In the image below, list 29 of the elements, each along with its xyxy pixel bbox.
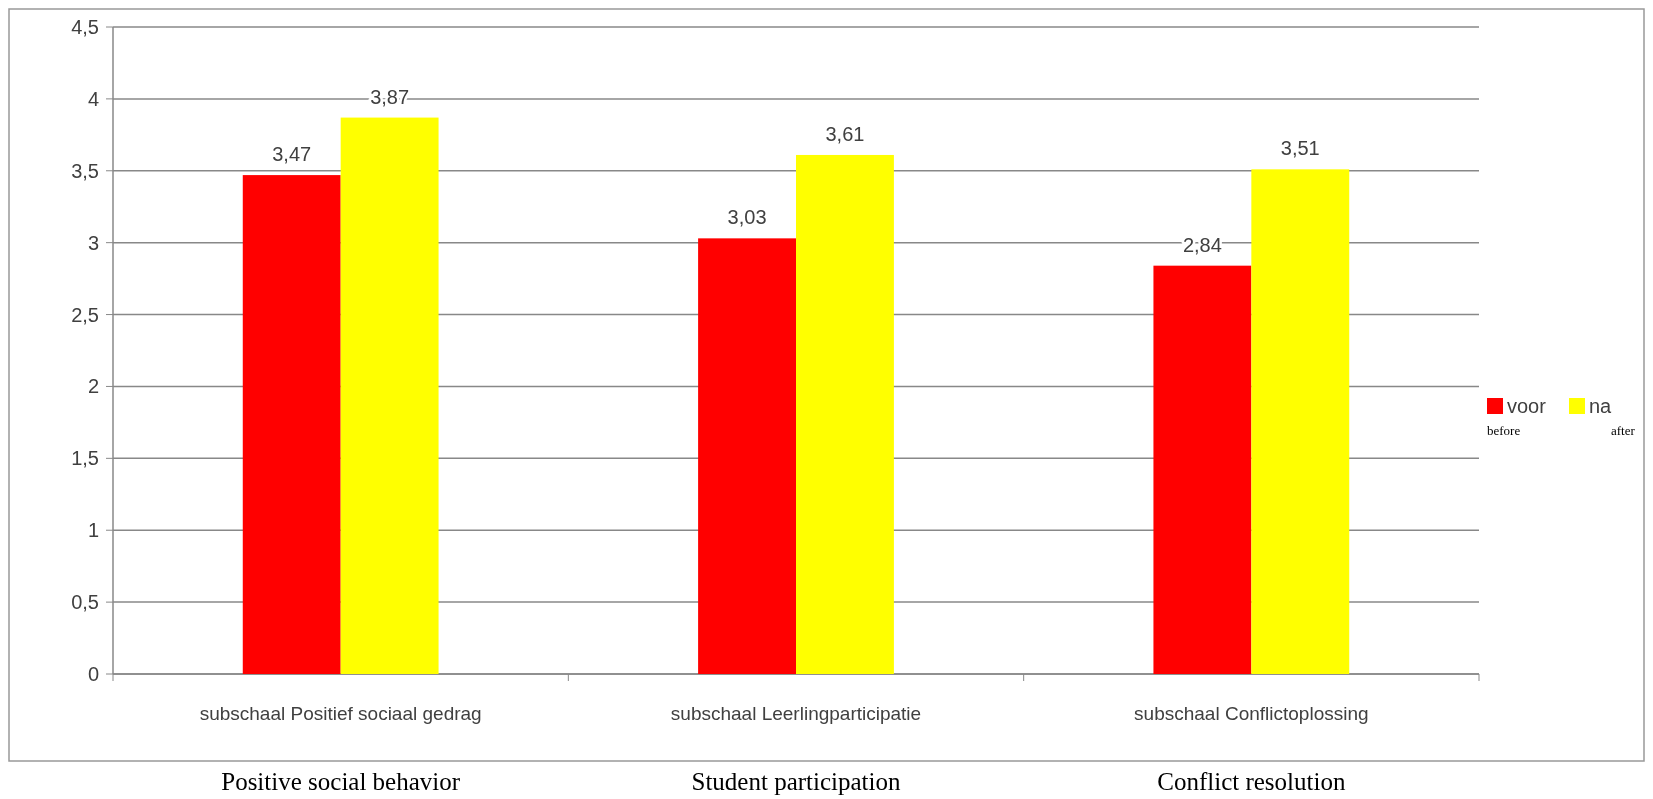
data-label: 3,47 bbox=[272, 143, 312, 166]
bar bbox=[796, 154, 894, 674]
legend-label: na after bbox=[1589, 395, 1636, 438]
data-label: 3,51 bbox=[1280, 137, 1320, 160]
y-tick-label: 0,5 bbox=[71, 591, 99, 614]
y-tick-label: 3 bbox=[87, 231, 99, 254]
bar bbox=[1251, 169, 1350, 674]
x-tick-label: subschaal Leerlingparticipatie bbox=[670, 703, 922, 724]
y-tick-label: 2 bbox=[87, 375, 99, 398]
data-label: 3,87 bbox=[370, 85, 410, 108]
y-tick-label: 0 bbox=[87, 663, 99, 685]
text: Positive social behavior bbox=[221, 768, 461, 795]
bar bbox=[242, 175, 341, 674]
legend-label: voor before bbox=[1487, 395, 1547, 438]
data-label: 3,61 bbox=[825, 122, 865, 145]
y-tick-label: 1 bbox=[87, 519, 99, 542]
data-label: 3,03 bbox=[727, 206, 767, 229]
y-tick-label: 4 bbox=[87, 87, 99, 110]
y-tick-label: 1,5 bbox=[71, 447, 99, 470]
bar bbox=[1153, 265, 1252, 674]
text: Student participation bbox=[691, 768, 901, 795]
y-tick-label: 4,5 bbox=[71, 16, 99, 38]
text: Conflict resolution bbox=[1157, 768, 1346, 795]
y-tick-label: 3,5 bbox=[71, 159, 99, 182]
bar bbox=[698, 238, 796, 674]
y-tick-label: 2,5 bbox=[71, 303, 99, 326]
bar bbox=[340, 117, 439, 674]
x-tick-label: subschaal Positief sociaal gedrag bbox=[199, 703, 482, 724]
x-tick-label: subschaal Conflictoplossing bbox=[1134, 703, 1369, 724]
